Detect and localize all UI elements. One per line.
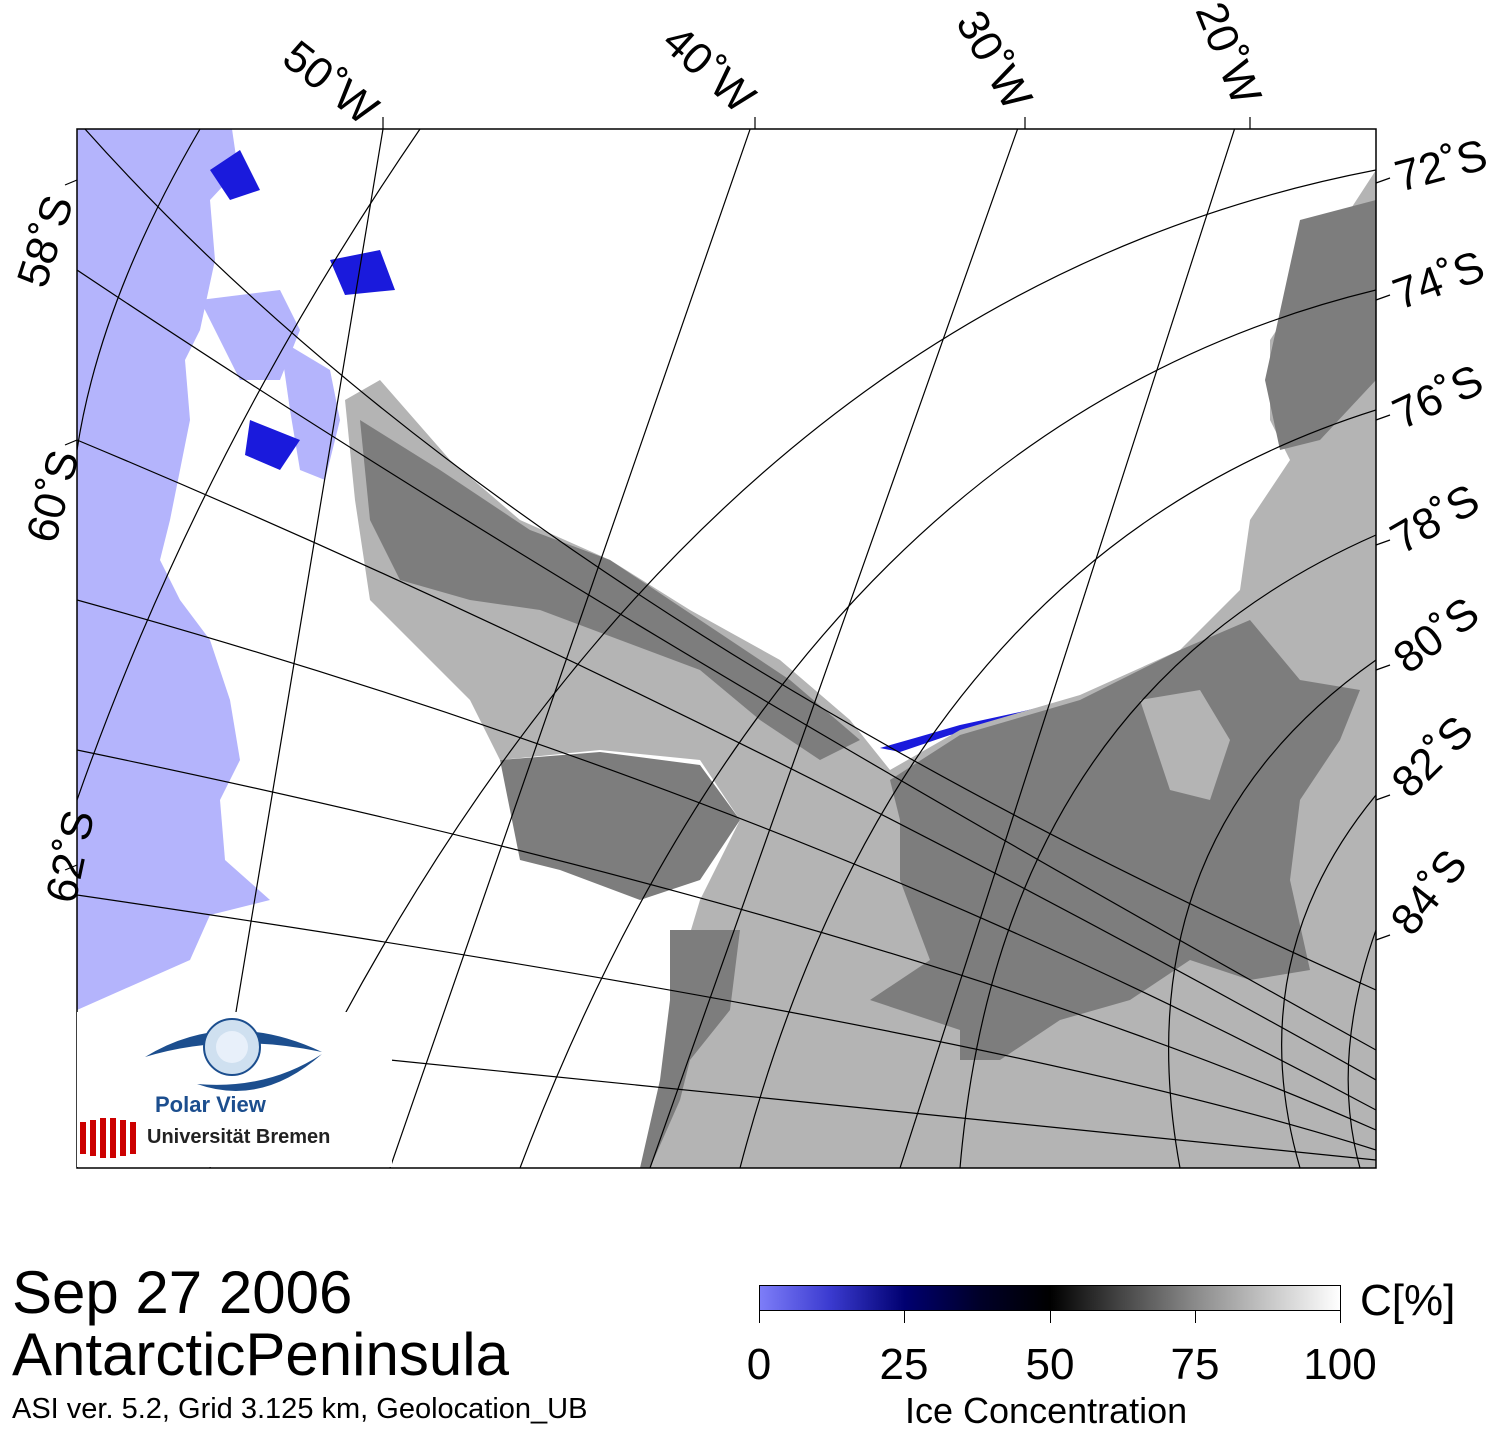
colorbar-tick-label: 100 bbox=[1303, 1340, 1377, 1389]
lat-label-58s: 58˚S bbox=[8, 190, 83, 294]
colorbar-tick-label: 75 bbox=[1170, 1340, 1220, 1389]
open-ocean-patch bbox=[280, 340, 340, 480]
colorbar-title: Ice Concentration bbox=[905, 1390, 1188, 1431]
ice-shelf-ronne bbox=[360, 420, 860, 760]
university-text: Universität Bremen bbox=[147, 1126, 331, 1148]
colorbar-tick-label: 25 bbox=[879, 1340, 929, 1389]
ice-shelf bbox=[640, 930, 740, 1168]
low-ice-patch bbox=[330, 250, 395, 295]
lat-label-84s: 84˚S bbox=[1381, 841, 1477, 944]
ice-shelf bbox=[500, 752, 740, 900]
open-ocean-patch bbox=[200, 290, 300, 380]
lat-label-74s: 74˚S bbox=[1387, 242, 1491, 320]
ice-shelf-filchner bbox=[870, 620, 1360, 1060]
low-ice-patch bbox=[245, 420, 300, 470]
uni-bremen-logo-icon bbox=[80, 1118, 136, 1158]
ice-shelf-east bbox=[1265, 200, 1376, 450]
colorbar-tick bbox=[1050, 1311, 1051, 1323]
lon-label-20w: 20˚W bbox=[1186, 0, 1271, 112]
lat-label-78s: 78˚S bbox=[1383, 475, 1488, 564]
colorbar-tick bbox=[1340, 1311, 1341, 1323]
lat-label-72s: 72˚S bbox=[1390, 130, 1492, 201]
eye-icon bbox=[80, 1018, 322, 1158]
open-ocean bbox=[77, 129, 270, 1010]
land-rise bbox=[1140, 690, 1230, 800]
colorbar-tick-label: 0 bbox=[746, 1340, 772, 1389]
polar-view-logo: Polar View Universität Bremen bbox=[77, 1012, 392, 1167]
lon-label-30w: 30˚W bbox=[946, 3, 1041, 119]
lat-label-82s: 82˚S bbox=[1382, 707, 1482, 807]
region-label: AntarcticPeninsula bbox=[12, 1321, 509, 1388]
colorbar-tick bbox=[759, 1311, 760, 1323]
graticule bbox=[77, 129, 1376, 1168]
colorbar-tick bbox=[904, 1311, 905, 1323]
algorithm-info: ASI ver. 5.2, Grid 3.125 km, Geolocation… bbox=[12, 1393, 588, 1425]
colorbar-tick-label: 50 bbox=[1025, 1340, 1075, 1389]
lat-label-80s: 80˚S bbox=[1385, 588, 1489, 683]
concentration-colorbar bbox=[759, 1285, 1341, 1311]
colorbar-unit: C[%] bbox=[1360, 1276, 1456, 1325]
polar-view-text: Polar View bbox=[155, 1092, 266, 1117]
low-ice-patch bbox=[210, 150, 260, 200]
colorbar-tick bbox=[1195, 1311, 1196, 1323]
map-frame bbox=[76, 128, 1377, 1169]
lon-label-40w: 40˚W bbox=[653, 16, 764, 123]
lat-label-76s: 76˚S bbox=[1386, 355, 1491, 439]
date-label: Sep 27 2006 bbox=[12, 1259, 353, 1326]
frame-ticks bbox=[64, 117, 1391, 941]
lon-label-50w: 50˚W bbox=[274, 31, 387, 135]
